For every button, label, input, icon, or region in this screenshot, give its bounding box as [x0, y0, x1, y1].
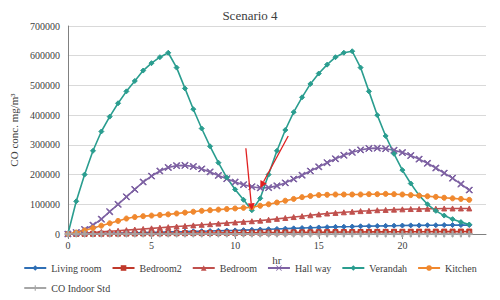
svg-text:0: 0 [65, 240, 70, 251]
svg-text:CO conc. mg/m³: CO conc. mg/m³ [8, 93, 20, 167]
svg-text:Scenario 4: Scenario 4 [222, 8, 278, 23]
svg-text:100000: 100000 [30, 199, 60, 210]
svg-text:300000: 300000 [30, 139, 60, 150]
svg-text:CO Indoor Std: CO Indoor Std [51, 283, 110, 294]
svg-text:10: 10 [230, 240, 240, 251]
svg-text:hr: hr [272, 254, 282, 266]
svg-text:700000: 700000 [30, 21, 60, 32]
svg-text:Bedroom: Bedroom [220, 263, 257, 274]
svg-text:Kitchen: Kitchen [445, 263, 477, 274]
svg-text:Living room: Living room [51, 263, 101, 274]
svg-text:500000: 500000 [30, 80, 60, 91]
svg-text:5: 5 [149, 240, 154, 251]
svg-text:15: 15 [314, 240, 324, 251]
svg-text:Verandah: Verandah [369, 263, 407, 274]
svg-text:Bedroom2: Bedroom2 [140, 263, 182, 274]
svg-text:600000: 600000 [30, 50, 60, 61]
svg-text:Hall way: Hall way [295, 263, 331, 274]
svg-text:200000: 200000 [30, 169, 60, 180]
svg-text:0: 0 [55, 229, 60, 240]
svg-text:400000: 400000 [30, 110, 60, 121]
svg-text:20: 20 [397, 240, 407, 251]
